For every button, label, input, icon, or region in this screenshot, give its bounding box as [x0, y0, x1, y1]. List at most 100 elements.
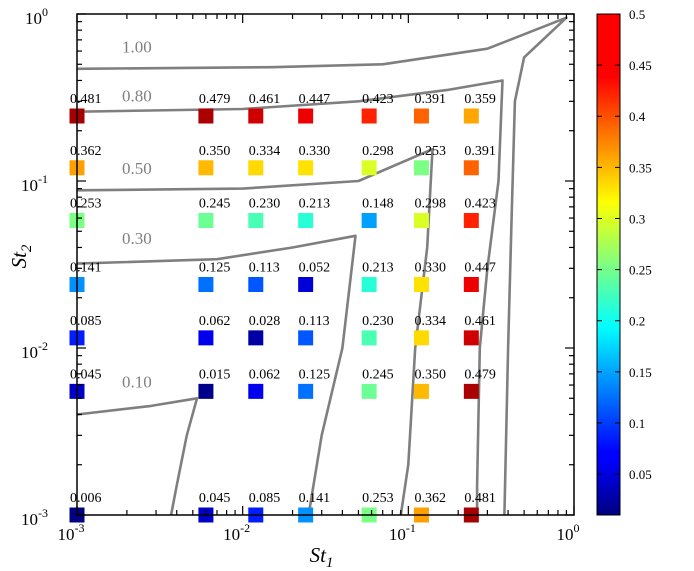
- value-label: 0.298: [414, 197, 446, 212]
- value-label: 0.085: [249, 491, 281, 506]
- value-label: 0.479: [199, 92, 231, 107]
- contour-line-4: [76, 396, 199, 516]
- value-label: 0.213: [299, 197, 331, 212]
- contour-label: 0.80: [122, 86, 152, 105]
- tick-label: 100: [557, 521, 580, 544]
- tick-label-base: 10: [21, 176, 38, 195]
- value-label: 0.447: [464, 261, 496, 276]
- value-label: 0.141: [70, 261, 102, 276]
- value-label: 0.045: [70, 367, 102, 382]
- value-label: 0.298: [362, 144, 394, 159]
- colorbar-tick-label: 0.05: [629, 467, 652, 482]
- data-point: [463, 108, 479, 124]
- contour-line-2: [76, 147, 434, 516]
- x-axis-title-main: St: [310, 543, 328, 567]
- value-label: 0.045: [199, 491, 231, 506]
- value-label: 0.230: [249, 197, 281, 212]
- tick-label: 10-3: [58, 521, 85, 544]
- data-point: [361, 277, 377, 293]
- value-label: 0.245: [362, 367, 394, 382]
- tick-label-base: 10: [21, 343, 38, 362]
- value-label: 0.062: [249, 367, 281, 382]
- tick-label: 10-3: [21, 506, 48, 529]
- value-label: 0.253: [70, 197, 102, 212]
- value-label: 0.230: [362, 314, 394, 329]
- data-point: [361, 330, 377, 346]
- tick-label-base: 10: [21, 510, 38, 529]
- data-point: [298, 160, 314, 176]
- colorbar-tick-label: 0.45: [629, 58, 652, 73]
- colorbar-tick-label: 0.3: [629, 211, 645, 226]
- value-label: 0.423: [464, 197, 496, 212]
- contour-line-1: [76, 79, 504, 515]
- value-label: 0.052: [299, 261, 331, 276]
- value-label: 0.423: [362, 92, 394, 107]
- colorbar: [596, 13, 621, 516]
- data-point: [248, 277, 264, 293]
- value-label: 0.447: [299, 92, 331, 107]
- value-label: 0.350: [199, 144, 231, 159]
- contour-line-3: [76, 234, 357, 516]
- data-point: [198, 277, 214, 293]
- tick-label-exponent: -3: [75, 521, 85, 535]
- data-point: [463, 213, 479, 229]
- data-point: [463, 330, 479, 346]
- y-axis-title-subscript: 2: [19, 244, 35, 252]
- colorbar-tick-label: 0.35: [629, 160, 652, 175]
- tick-label-base: 10: [25, 9, 42, 28]
- contour-line-0: [76, 16, 568, 516]
- colorbar-tick-label: 0.15: [629, 365, 652, 380]
- value-label: 0.359: [464, 92, 496, 107]
- data-point: [248, 383, 264, 399]
- data-point: [248, 160, 264, 176]
- value-label: 0.334: [249, 144, 281, 159]
- colorbar-tick-label: 0.1: [629, 416, 645, 431]
- colorbar-tick-label: 0.25: [629, 263, 652, 278]
- value-label: 0.330: [299, 144, 331, 159]
- tick-label-base: 10: [223, 525, 240, 544]
- value-label: 0.253: [414, 144, 446, 159]
- value-label: 0.125: [299, 367, 331, 382]
- value-label: 0.015: [199, 367, 231, 382]
- value-labels: 0.481 0.479 0.461 0.447 0.423 0.391 0.359 0.362…: [70, 92, 496, 506]
- value-label: 0.141: [299, 491, 331, 506]
- tick-label: 10-2: [223, 521, 250, 544]
- tick-label-base: 10: [557, 525, 574, 544]
- value-label: 0.481: [464, 491, 496, 506]
- contour-label: 0.10: [122, 373, 152, 392]
- data-point: [298, 383, 314, 399]
- value-label: 0.391: [464, 144, 496, 159]
- tick-label: 10-1: [389, 521, 416, 544]
- tick-label: 10-2: [21, 339, 48, 362]
- value-label: 0.113: [299, 314, 330, 329]
- tick-label-base: 10: [389, 525, 406, 544]
- data-point: [248, 213, 264, 229]
- value-label: 0.362: [414, 491, 446, 506]
- data-point: [198, 108, 214, 124]
- value-label: 0.148: [362, 197, 394, 212]
- value-label: 0.391: [414, 92, 446, 107]
- data-point: [198, 330, 214, 346]
- contour-labels: 1.00 0.80 0.50 0.30 0.10: [122, 37, 152, 391]
- colorbar-tick-label: 0.5: [629, 7, 645, 22]
- contour-lines: [76, 16, 568, 516]
- data-point: [298, 213, 314, 229]
- data-point: [463, 383, 479, 399]
- value-label: 0.006: [70, 491, 102, 506]
- colorbar-tick-label: 0.4: [629, 109, 646, 124]
- data-point: [298, 330, 314, 346]
- x-axis-title-subscript: 1: [326, 555, 334, 571]
- data-point: [413, 108, 429, 124]
- value-label: 0.253: [362, 491, 394, 506]
- tick-label-exponent: -2: [240, 521, 250, 535]
- tick-label-exponent: -1: [38, 172, 48, 186]
- value-label: 0.362: [70, 144, 102, 159]
- data-point: [361, 213, 377, 229]
- data-point: [198, 213, 214, 229]
- tick-label-exponent: -1: [406, 521, 416, 535]
- value-label: 0.125: [199, 261, 231, 276]
- tick-label-exponent: -3: [38, 506, 48, 520]
- value-label: 0.461: [249, 92, 281, 107]
- value-label: 0.213: [362, 261, 394, 276]
- data-point: [198, 383, 214, 399]
